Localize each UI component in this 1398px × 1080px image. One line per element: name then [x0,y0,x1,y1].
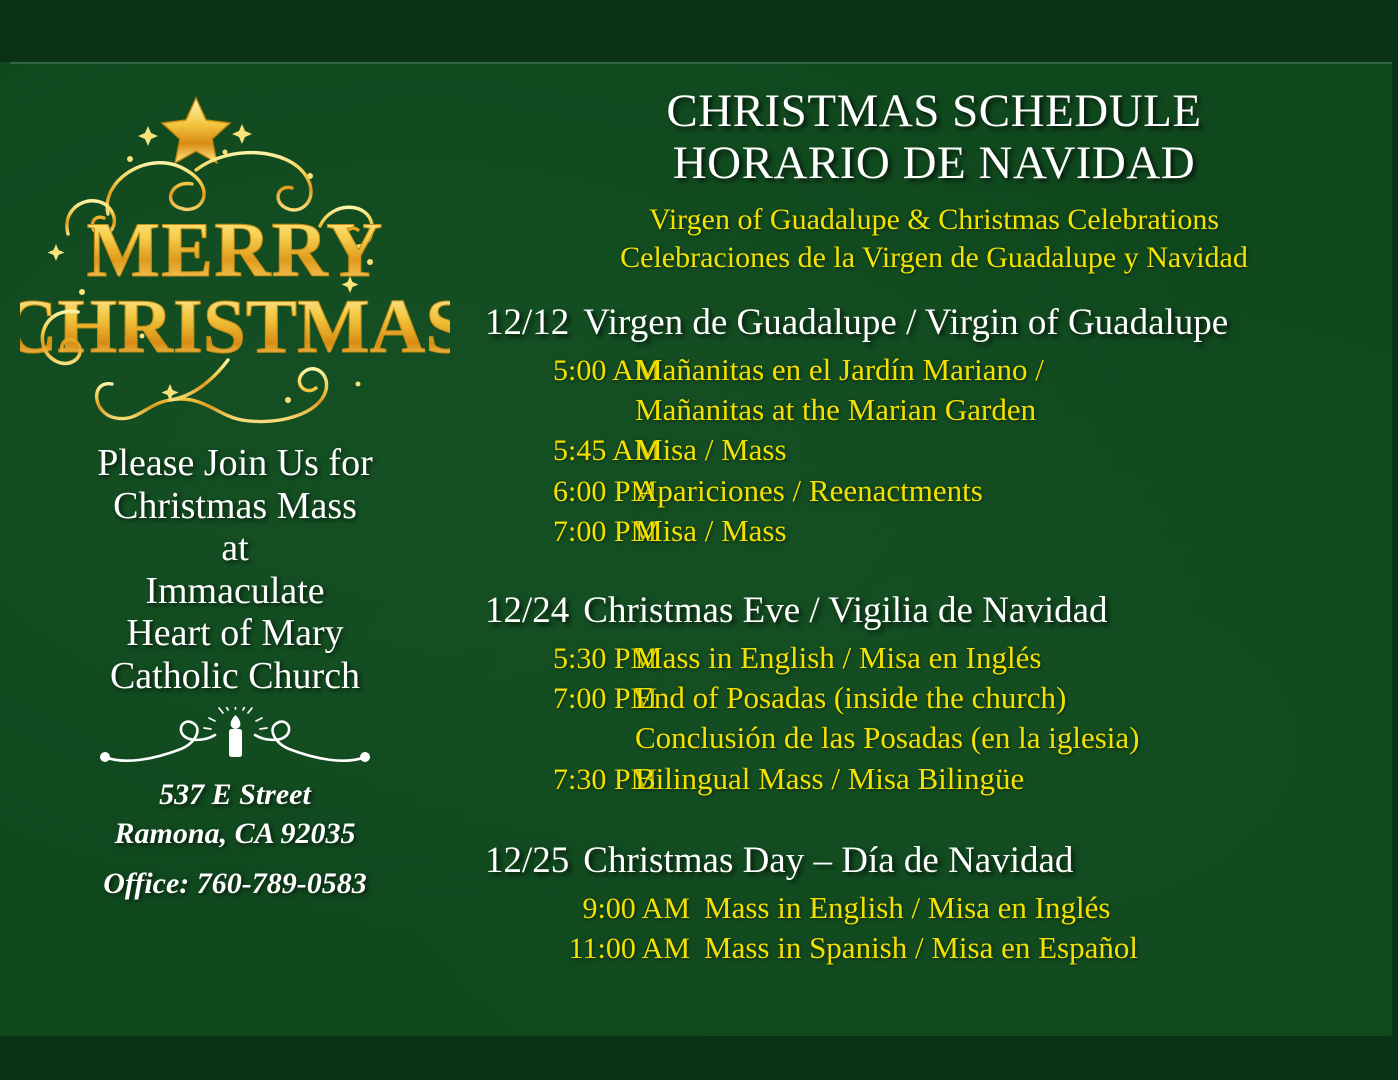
schedule-row: Conclusión de las Posadas (en la iglesia… [485,718,1398,758]
entry-desc: Mass in English / Misa en Inglés [704,889,1111,925]
office-phone: Office: 760-789-0583 [103,867,367,901]
entry-time: 7:00 PM [553,514,658,548]
schedule-row: 5:00 AM Mañanitas en el Jardín Mariano / [485,350,1398,390]
invitation-text: Please Join Us for Christmas Mass at Imm… [0,442,470,697]
schedule-rows: 5:30 PM Mass in English / Misa en Inglés… [485,638,1398,799]
section-date: 12/12 [485,301,570,343]
right-column: CHRISTMAS SCHEDULE HORARIO DE NAVIDAD Vi… [470,68,1398,1034]
entry-desc: Mañanitas en el Jardín Mariano / [635,351,1044,387]
svg-text:MERRY: MERRY [87,206,384,293]
entry-time: 7:00 PM [553,682,658,716]
entry-desc: Misa / Mass [635,512,787,548]
invite-line: Christmas Mass [113,484,357,527]
title-english: CHRISTMAS SCHEDULE [666,85,1202,137]
invite-line: Please Join Us for [97,442,373,484]
section-heading: 12/12 Virgen de Guadalupe / Virgin of Gua… [485,301,1398,344]
entry-time: 6:00 PM [553,474,658,508]
merry-christmas-logo: MERRY CHRISTMAS [20,84,450,434]
swirl-flourish-icon [65,150,374,248]
invite-line: Immaculate [145,569,325,612]
entry-desc: End of Posadas (inside the church) [635,680,1067,716]
entry-desc: Bilingual Mass / Misa Bilingüe [635,760,1025,796]
entry-time: 5:30 PM [553,641,658,675]
header-block: CHRISTMAS SCHEDULE HORARIO DE NAVIDAD Vi… [470,68,1398,277]
candle-flourish-icon [100,707,370,763]
svg-text:CHRISTMAS: CHRISTMAS [20,283,450,369]
schedule-row: 5:30 PM Mass in English / Misa en Inglés [485,638,1398,678]
entry-desc: Mañanitas at the Marian Garden [635,391,1037,427]
entry-desc: Mass in English / Misa en Inglés [635,639,1042,675]
section-heading: 12/25 Christmas Day – Día de Navidad [485,840,1398,882]
schedule-row: 6:00 PM Apariciones / Reenactments [485,471,1398,511]
left-column: MERRY CHRISTMAS Please Join Us for Chris… [0,68,470,1028]
invite-line: at [221,527,249,570]
schedule-row: 9:00 AM Mass in English / Misa en Inglés [485,888,1398,928]
schedule-row: 7:00 PM End of Posadas (inside the churc… [485,678,1398,718]
entry-desc: Misa / Mass [635,432,787,468]
invite-line: Heart of Mary [126,612,344,655]
panel-top-hairline [10,62,1392,64]
section-heading: 12/24 Christmas Eve / Vigilia de Navidad [485,590,1398,632]
invite-line: Catholic Church [109,654,361,697]
schedule-row: 5:45 AM Misa / Mass [485,430,1398,470]
section-title: Christmas Day – Día de Navidad [583,840,1074,882]
entry-desc: Apariciones / Reenactments [635,472,983,508]
schedule-section-1225: 12/25 Christmas Day – Día de Navidad 9:00… [470,840,1398,969]
entry-time: 11:00 AM [568,932,690,965]
entry-time: 5:00 AM [553,353,661,387]
schedule-section-1224: 12/24 Christmas Eve / Vigilia de Navidad … [470,590,1398,799]
subtitle-english: Virgen of Guadalupe & Christmas Celebrat… [648,203,1220,237]
poster-inner-panel [0,62,1392,1036]
section-title: Christmas Eve / Vigilia de Navidad [583,590,1108,632]
schedule-row: 7:00 PM Misa / Mass [485,511,1398,551]
schedule-rows: 9:00 AM Mass in English / Misa en Inglés… [485,888,1398,969]
schedule-rows: 5:00 AM Mañanitas en el Jardín Mariano /… [485,350,1398,551]
subtitle-spanish: Celebraciones de la Virgen de Guadalupe … [620,241,1248,275]
star-icon [160,96,232,165]
address-line-2: Ramona, CA 92035 [114,817,356,851]
swirl-flourish-icon [95,358,329,424]
schedule-row: 7:30 PM Bilingual Mass / Misa Bilingüe [485,759,1398,799]
section-date: 12/24 [485,590,570,632]
schedule-row: Mañanitas at the Marian Garden [485,390,1398,430]
schedule-section-1212: 12/12 Virgen de Guadalupe / Virgin of Gua… [470,301,1398,551]
address-line-1: 537 E Street [159,778,311,812]
section-date: 12/25 [485,840,570,882]
entry-desc: Conclusión de las Posadas (en la iglesia… [635,720,1140,756]
entry-time: 5:45 AM [553,434,661,468]
church-address: 537 E Street Ramona, CA 92035 [0,775,470,853]
section-title: Virgen de Guadalupe / Virgin of Guadalup… [583,301,1229,343]
entry-desc: Mass in Spanish / Misa en Español [704,930,1138,965]
entry-time: 7:30 PM [553,762,658,796]
title-spanish: HORARIO DE NAVIDAD [672,136,1196,189]
schedule-row: 11:00 AM Mass in Spanish / Misa en Españ… [485,928,1398,968]
entry-time: 9:00 AM [582,891,690,925]
